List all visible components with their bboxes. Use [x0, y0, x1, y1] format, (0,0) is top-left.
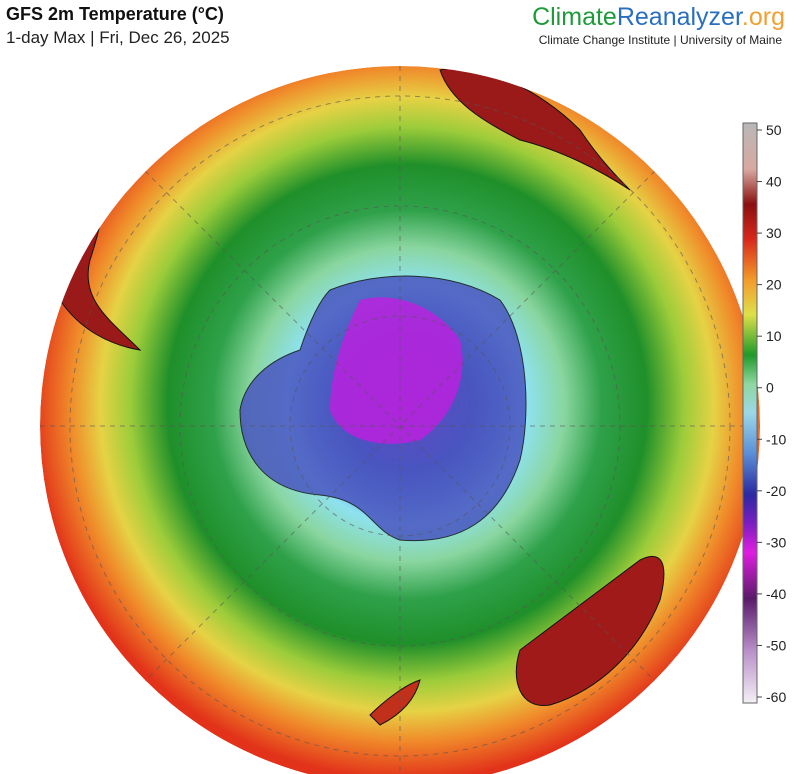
brand-climate: Climate [532, 3, 617, 31]
colorbar-tick-label: 40 [766, 174, 782, 190]
colorbar-tick-label: -30 [766, 534, 786, 550]
header: GFS 2m Temperature (°C) 1-day Max | Fri,… [6, 3, 785, 47]
colorbar: 50 40 30 20 10 0 -10 -20 -30 -40 -50 -60 [742, 122, 786, 705]
brand: ClimateReanalyzer.org [532, 3, 785, 31]
colorbar-tick-label: 0 [766, 380, 774, 396]
island [369, 679, 421, 726]
colorbar-tick-label: -50 [766, 637, 786, 653]
graticule [40, 66, 760, 774]
new-zealand [515, 555, 665, 706]
brand-org: .org [742, 3, 785, 31]
colorbar-tick-label: -60 [766, 689, 786, 705]
colorbar-tick-label: -10 [766, 431, 786, 447]
cold-core [330, 297, 463, 444]
colorbar-tick-label: -20 [766, 483, 786, 499]
colorbar-tick-label: -40 [766, 586, 786, 602]
colorbar-tick-label: 20 [766, 277, 782, 293]
colorbar-tick-label: 30 [766, 225, 782, 241]
map-title: GFS 2m Temperature (°C) [6, 4, 224, 24]
brand-reanalyzer: Reanalyzer [617, 3, 743, 31]
colorbar-scale [742, 122, 758, 704]
globe [40, 66, 760, 774]
australia [439, 67, 631, 191]
brand-affiliation: Climate Change Institute | University of… [539, 33, 783, 47]
colorbar-tick-label: 10 [766, 328, 782, 344]
map-subtitle: 1-day Max | Fri, Dec 26, 2025 [6, 28, 230, 47]
colorbar-tick-label: 50 [766, 122, 782, 138]
